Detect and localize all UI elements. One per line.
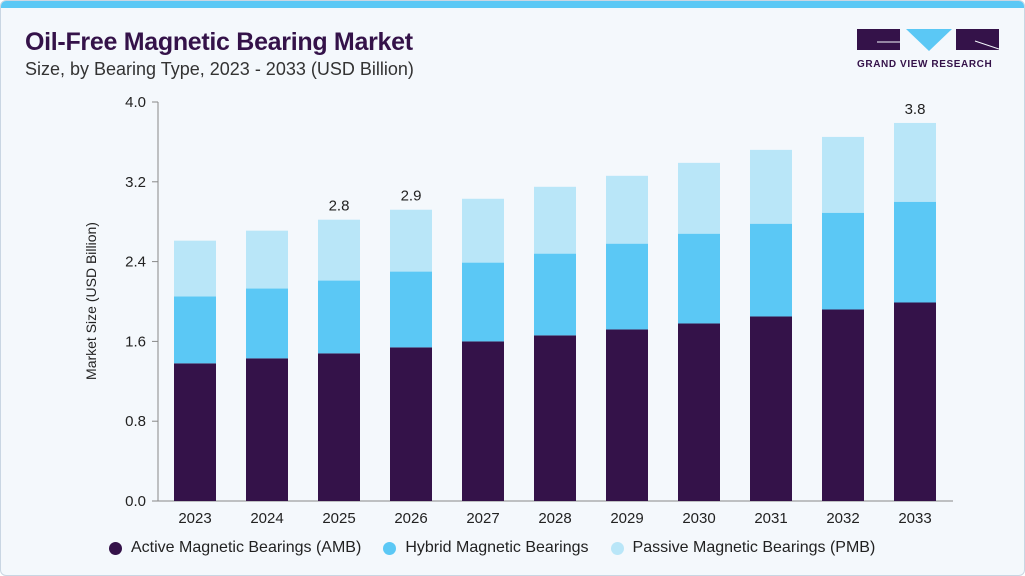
x-tick-label: 2025 [322,510,355,527]
y-tick-label: 2.4 [125,254,146,271]
x-tick-label: 2026 [394,510,427,527]
bar-segment-2027-0 [462,341,504,501]
legend-swatch [610,541,624,555]
legend-swatch [109,541,122,555]
bar-segment-2029-0 [606,329,648,501]
bar-segment-2023-0 [174,363,216,501]
x-tick-label: 2032 [826,510,859,527]
x-tick-label: 2024 [250,510,283,527]
bar-segment-2031-2 [750,149,792,224]
bar-segment-2031-1 [750,223,792,317]
bar-segment-2025-0 [318,353,360,501]
legend-swatch [383,541,397,555]
bar-segment-2028-0 [534,335,576,501]
bar-segment-2027-1 [462,262,504,342]
legend-label: Active Magnetic Bearings (AMB) [131,539,362,556]
bar-segment-2033-2 [894,122,936,202]
x-tick-label: 2030 [682,510,715,527]
bar-segment-2032-0 [822,309,864,501]
bar-segment-2033-0 [894,302,936,501]
bar-segment-2023-2 [174,240,216,297]
chart-subtitle: Size, by Bearing Type, 2023 - 2033 (USD … [25,59,414,79]
legend: Active Magnetic Bearings (AMB) Hybrid Ma… [109,539,875,557]
bar-segment-2024-0 [246,358,288,501]
y-tick-label: 4.0 [125,94,146,111]
x-tick-label: 2029 [610,510,643,527]
legend-item-pmb: Passive Magnetic Bearings (PMB) [610,539,876,557]
y-tick-label: 0.0 [125,493,146,510]
grand-view-research-logo [857,29,999,51]
bar-segment-2030-2 [678,162,720,234]
legend-label: Passive Magnetic Bearings (PMB) [632,539,876,556]
y-tick-label: 0.8 [125,413,146,430]
x-tick-label: 2033 [898,510,931,527]
legend-item-hybrid: Hybrid Magnetic Bearings [383,539,589,557]
bar-segment-2028-2 [534,186,576,254]
chart-title: Oil-Free Magnetic Bearing Market [25,28,413,56]
data-label: 3.8 [905,101,926,118]
legend-label: Hybrid Magnetic Bearings [405,539,589,556]
bar-segment-2025-1 [318,280,360,354]
bar-segment-2033-1 [894,201,936,303]
y-tick-label: 1.6 [125,333,146,350]
y-tick-label: 3.2 [125,174,146,191]
bar-segment-2024-1 [246,288,288,359]
bar-segment-2031-0 [750,316,792,501]
x-tick-label: 2031 [754,510,787,527]
bar-segment-2027-2 [462,198,504,263]
bar-segment-2026-2 [390,209,432,272]
bar-segment-2024-2 [246,230,288,289]
bar-segment-2028-1 [534,253,576,336]
y-axis-title: Market Size (USD Billion) [83,222,99,380]
bar-segment-2030-0 [678,323,720,501]
bar-segment-2023-1 [174,296,216,364]
bar-segment-2030-1 [678,233,720,324]
bar-segment-2032-2 [822,136,864,213]
bar-segment-2029-2 [606,175,648,244]
data-label: 2.9 [401,188,422,205]
top-accent-bar [1,1,1024,8]
logo-text: GRAND VIEW RESEARCH [857,59,993,70]
bar-segment-2032-1 [822,212,864,310]
bar-segment-2025-2 [318,219,360,281]
x-tick-label: 2023 [178,510,211,527]
bar-segment-2029-1 [606,243,648,330]
legend-item-amb: Active Magnetic Bearings (AMB) [109,539,361,557]
data-label: 2.8 [329,198,350,215]
bar-segment-2026-1 [390,271,432,348]
bar-segment-2026-0 [390,347,432,501]
x-tick-label: 2028 [538,510,571,527]
x-tick-label: 2027 [466,510,499,527]
